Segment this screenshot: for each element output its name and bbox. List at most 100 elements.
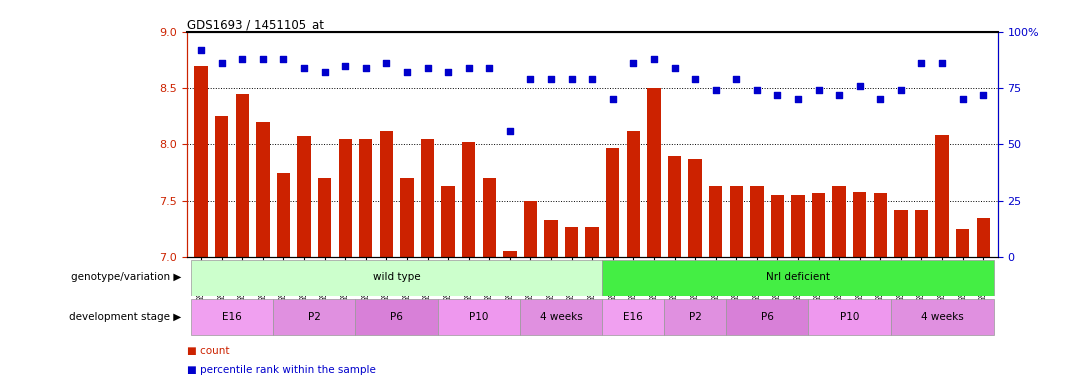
Bar — [708, 186, 722, 257]
Text: GDS1693 / 1451105_at: GDS1693 / 1451105_at — [187, 18, 323, 31]
Bar — [524, 201, 537, 257]
Bar — [360, 139, 372, 257]
Bar — [194, 66, 208, 257]
Bar — [936, 135, 949, 257]
Bar — [894, 210, 908, 257]
Point — [584, 76, 601, 82]
Point — [563, 76, 580, 82]
Bar — [832, 186, 846, 257]
Point — [337, 63, 354, 69]
Bar — [273, 299, 355, 335]
Bar — [504, 251, 516, 257]
Point — [440, 69, 457, 75]
Point — [830, 92, 847, 98]
Bar — [298, 136, 310, 257]
Text: P6: P6 — [391, 312, 403, 322]
Text: P10: P10 — [840, 312, 859, 322]
Point — [892, 87, 909, 93]
Bar — [318, 178, 332, 257]
Bar — [792, 195, 805, 257]
Point — [625, 60, 642, 66]
Point — [460, 65, 477, 71]
Point — [728, 76, 745, 82]
Point — [398, 69, 415, 75]
Text: P10: P10 — [469, 312, 489, 322]
Point — [666, 65, 683, 71]
Text: P6: P6 — [761, 312, 774, 322]
Point — [913, 60, 930, 66]
Bar — [668, 156, 681, 257]
Bar — [770, 195, 784, 257]
Bar — [191, 260, 603, 296]
Bar — [380, 131, 393, 257]
Point — [707, 87, 724, 93]
Point — [213, 60, 230, 66]
Bar — [603, 299, 665, 335]
Text: wild type: wild type — [372, 273, 420, 282]
Bar — [462, 142, 476, 257]
Text: ■ percentile rank within the sample: ■ percentile rank within the sample — [187, 365, 376, 375]
Bar — [544, 220, 558, 257]
Bar — [216, 116, 228, 257]
Point — [810, 87, 827, 93]
Bar — [853, 192, 866, 257]
Bar — [914, 210, 928, 257]
Text: ■ count: ■ count — [187, 346, 229, 356]
Point — [954, 96, 971, 102]
Bar — [809, 299, 891, 335]
Bar — [256, 122, 270, 257]
Text: P2: P2 — [308, 312, 321, 322]
Bar — [236, 94, 249, 257]
Text: Nrl deficient: Nrl deficient — [766, 273, 830, 282]
Point — [481, 65, 498, 71]
Bar — [520, 299, 603, 335]
Point — [686, 76, 703, 82]
Bar — [276, 172, 290, 257]
Text: E16: E16 — [222, 312, 242, 322]
Bar — [400, 178, 414, 257]
Bar — [338, 139, 352, 257]
Bar — [482, 178, 496, 257]
Point — [542, 76, 559, 82]
Bar — [726, 299, 809, 335]
Bar — [564, 226, 578, 257]
Bar — [355, 299, 437, 335]
Bar — [750, 186, 764, 257]
Point — [604, 96, 621, 102]
Bar — [956, 229, 969, 257]
Bar — [688, 159, 702, 257]
Point — [357, 65, 375, 71]
Point — [934, 60, 951, 66]
Text: P2: P2 — [688, 312, 701, 322]
Point — [851, 83, 869, 89]
Point — [501, 128, 519, 134]
Bar — [603, 260, 993, 296]
Point — [522, 76, 539, 82]
Text: development stage ▶: development stage ▶ — [69, 312, 181, 322]
Point — [316, 69, 333, 75]
Bar — [606, 148, 620, 257]
Bar — [976, 217, 990, 257]
Bar — [437, 299, 520, 335]
Point — [234, 56, 251, 62]
Point — [790, 96, 807, 102]
Point — [974, 92, 991, 98]
Point — [646, 56, 663, 62]
Point — [193, 47, 210, 53]
Text: 4 weeks: 4 weeks — [921, 312, 964, 322]
Bar — [191, 299, 273, 335]
Text: 4 weeks: 4 weeks — [540, 312, 583, 322]
Bar — [586, 226, 599, 257]
Bar — [891, 299, 993, 335]
Point — [296, 65, 313, 71]
Bar — [874, 193, 887, 257]
Text: E16: E16 — [623, 312, 643, 322]
Bar — [420, 139, 434, 257]
Bar — [626, 131, 640, 257]
Point — [275, 56, 292, 62]
Bar — [812, 193, 825, 257]
Text: genotype/variation ▶: genotype/variation ▶ — [71, 273, 181, 282]
Point — [769, 92, 786, 98]
Point — [378, 60, 395, 66]
Bar — [665, 299, 726, 335]
